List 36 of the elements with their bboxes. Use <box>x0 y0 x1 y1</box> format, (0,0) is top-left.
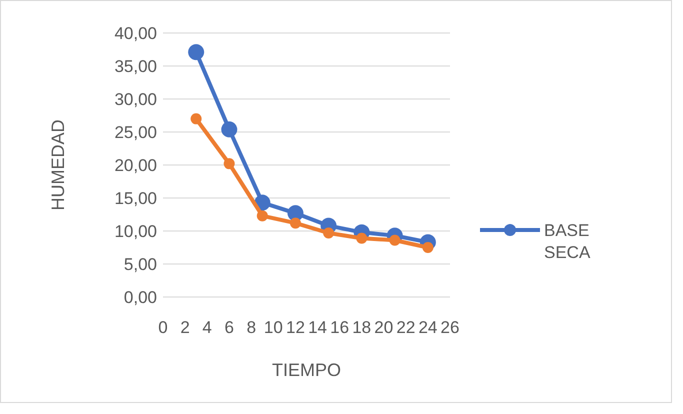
y-tick-label: 0,00 <box>124 288 157 307</box>
y-tick-label: 15,00 <box>114 188 157 208</box>
y-tick-label: 5,00 <box>124 254 157 274</box>
point <box>389 234 400 246</box>
x-tick-label: 12 <box>286 318 305 337</box>
y-tick-label: 30,00 <box>114 90 157 109</box>
point <box>422 242 434 253</box>
point <box>290 218 301 229</box>
x-tick-label: 18 <box>352 318 372 337</box>
x-tick-label: 14 <box>308 318 327 337</box>
point <box>188 44 204 60</box>
x-tick-label: 2 <box>180 318 190 337</box>
x-tick-label: 20 <box>374 318 394 337</box>
point <box>256 210 268 222</box>
y-tick-label: 35,00 <box>114 56 157 76</box>
y-tick-label: 25,00 <box>114 122 157 142</box>
x-tick-label: 16 <box>330 318 350 337</box>
point <box>356 232 368 244</box>
point <box>323 227 334 238</box>
y-tick-label: 40,00 <box>114 24 157 43</box>
x-tick-label: 24 <box>418 318 438 337</box>
point <box>224 158 235 170</box>
x-tick-label: 22 <box>396 318 416 337</box>
x-tick-label: 10 <box>264 318 283 337</box>
point <box>190 113 202 124</box>
x-tick-label: 26 <box>440 318 460 337</box>
y-tick-label: 20,00 <box>114 156 157 175</box>
x-tick-label: 0 <box>158 318 168 337</box>
point <box>221 121 238 138</box>
y-axis-title: HUMEDAD <box>48 119 68 211</box>
x-tick-label: 4 <box>202 318 212 337</box>
x-tick-label: 6 <box>224 318 234 337</box>
x-axis-title: TIEMPO <box>272 360 342 380</box>
x-tick-label: 8 <box>246 318 256 337</box>
legend-label: BASE SECA <box>544 220 591 262</box>
y-tick-label: 10,00 <box>114 222 157 241</box>
